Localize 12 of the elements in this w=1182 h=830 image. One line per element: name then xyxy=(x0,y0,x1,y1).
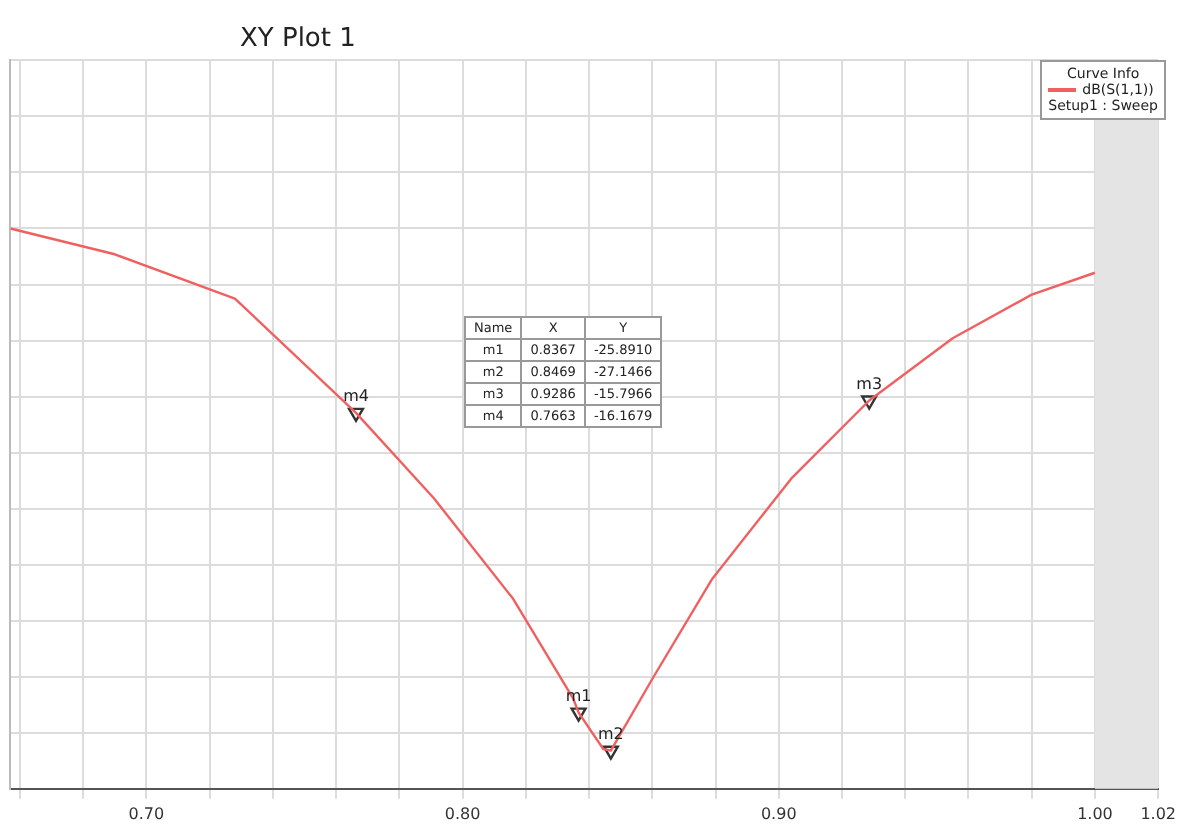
annotation: m4 xyxy=(343,386,369,405)
annotation: m3 xyxy=(856,374,883,393)
point xyxy=(570,707,587,722)
point xyxy=(347,407,365,423)
x-tick-label: 0.70 xyxy=(128,804,165,823)
chart-title: XY Plot 1 xyxy=(240,24,356,54)
x-tick-label: 1.00 xyxy=(1077,804,1113,823)
point xyxy=(861,395,878,410)
x-tick-label: 1.02 xyxy=(1140,804,1176,823)
x-tick-label: 0.90 xyxy=(760,804,797,823)
point xyxy=(602,745,619,760)
x-tick-label: 0.80 xyxy=(444,804,481,823)
